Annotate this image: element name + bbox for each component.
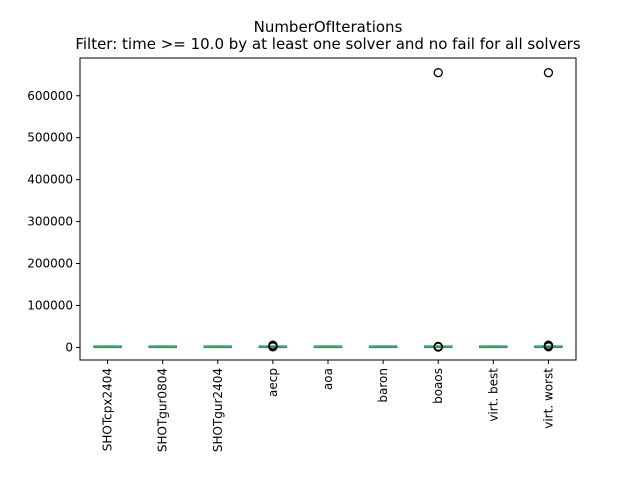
chart-title: NumberOfIterations xyxy=(254,18,403,36)
y-tick-label: 400000 xyxy=(27,173,73,187)
outlier-point xyxy=(433,341,443,352)
box-boaos xyxy=(423,68,453,352)
y-tick-label: 600000 xyxy=(27,89,73,103)
y-axis: 0 100000 200000 300000 400000 500000 600000 xyxy=(27,89,80,354)
x-tick-label: aecp xyxy=(266,368,280,397)
x-tick-label: baron xyxy=(376,368,390,403)
y-tick-label: 100000 xyxy=(27,298,73,312)
x-tick-label: boaos xyxy=(431,368,445,404)
box-shotgur2404 xyxy=(203,345,233,349)
x-tick-label: virt. worst xyxy=(541,368,555,429)
y-tick-label: 0 xyxy=(65,340,73,354)
x-tick-label: SHOTgur2404 xyxy=(211,368,225,452)
box-aoa xyxy=(313,345,343,349)
x-tick-label: aoa xyxy=(321,368,335,390)
outlier-point xyxy=(268,340,278,350)
outlier-point xyxy=(543,340,554,350)
box-virt-best xyxy=(479,345,508,349)
box-shotcpx2404 xyxy=(93,345,122,349)
plot-area-frame xyxy=(79,57,577,361)
y-tick-label: 300000 xyxy=(27,215,73,229)
chart-subtitle: Filter: time >= 10.0 by at least one sol… xyxy=(75,35,581,53)
y-tick-label: 200000 xyxy=(27,257,73,271)
box-baron xyxy=(368,345,398,349)
box-shotgur0804 xyxy=(148,345,177,349)
x-tick-label: SHOTcpx2404 xyxy=(101,368,115,451)
y-tick-label: 500000 xyxy=(27,131,73,145)
x-axis: SHOTcpx2404 SHOTgur0804 SHOTgur2404 aecp aoa… xyxy=(101,360,555,452)
x-tick-label: virt. best xyxy=(486,368,500,422)
outlier-point xyxy=(433,68,443,78)
x-tick-label: SHOTgur0804 xyxy=(156,368,170,452)
box-virt-worst xyxy=(534,68,563,352)
outlier-point xyxy=(543,68,554,78)
box-series xyxy=(93,68,563,352)
box-aecp xyxy=(258,340,288,352)
